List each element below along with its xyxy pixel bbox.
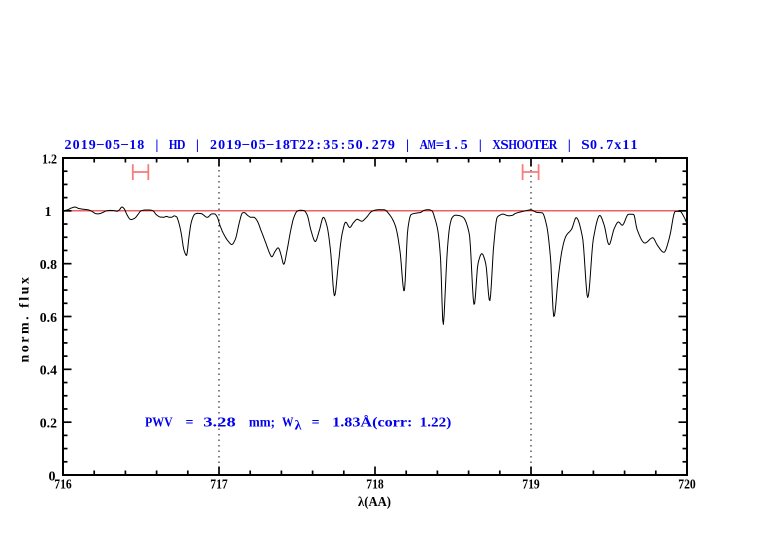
svg-text:0.4: 0.4 [40, 364, 57, 379]
svg-text:=: = [436, 138, 445, 153]
svg-text::: : [341, 138, 346, 153]
svg-text:=: = [312, 416, 320, 431]
svg-text:1: 1 [622, 138, 629, 153]
svg-text:1: 1 [226, 138, 233, 153]
svg-text:X: X [492, 138, 501, 153]
svg-text:|: | [196, 138, 199, 153]
svg-text:1: 1 [81, 138, 88, 153]
svg-text:0: 0 [356, 138, 363, 153]
svg-text:−: − [266, 138, 275, 153]
svg-text:0.6: 0.6 [40, 311, 57, 326]
svg-text:norm. flux: norm. flux [17, 277, 32, 362]
svg-text:|: | [155, 138, 158, 153]
svg-text:O: O [516, 138, 525, 153]
svg-text:=: = [186, 416, 194, 431]
svg-text:718: 718 [366, 478, 384, 493]
svg-text:M: M [428, 138, 437, 153]
svg-text:1.22): 1.22) [420, 416, 452, 431]
svg-text:1.2: 1.2 [42, 152, 57, 167]
svg-text:719: 719 [522, 478, 540, 493]
svg-text:8: 8 [283, 138, 290, 153]
svg-text:2: 2 [210, 138, 217, 153]
svg-text:0.8: 0.8 [40, 258, 57, 273]
svg-text:1: 1 [445, 138, 452, 153]
svg-text:D: D [177, 138, 186, 153]
svg-text:O: O [525, 138, 534, 153]
svg-text:5: 5 [113, 138, 120, 153]
svg-text:0: 0 [250, 138, 257, 153]
svg-text:717: 717 [210, 478, 228, 493]
svg-text:2: 2 [65, 138, 72, 153]
svg-text:0.2: 0.2 [40, 417, 57, 432]
svg-text:−: − [242, 138, 251, 153]
svg-text:7: 7 [380, 138, 387, 153]
svg-text:−: − [120, 138, 129, 153]
svg-text:W: W [282, 416, 294, 431]
svg-text:T: T [290, 138, 299, 153]
svg-text:0: 0 [105, 138, 112, 153]
svg-text:.: . [365, 138, 369, 153]
svg-text:E: E [541, 138, 550, 153]
svg-text:2: 2 [299, 138, 306, 153]
svg-text:3.28: 3.28 [203, 416, 235, 431]
svg-text:9: 9 [388, 138, 395, 153]
svg-text:720: 720 [678, 478, 696, 493]
svg-text:PWV: PWV [145, 416, 173, 431]
svg-text:716: 716 [54, 478, 72, 493]
svg-text:0: 0 [590, 138, 597, 153]
svg-text:1.83Å(corr:: 1.83Å(corr: [332, 415, 412, 431]
svg-text:7: 7 [606, 138, 613, 153]
svg-text:|: | [479, 138, 482, 153]
svg-text:8: 8 [137, 138, 144, 153]
svg-text:R: R [549, 138, 558, 153]
svg-text:0: 0 [218, 138, 225, 153]
svg-text:−: − [96, 138, 105, 153]
svg-text:2: 2 [307, 138, 314, 153]
svg-text:1: 1 [630, 138, 637, 153]
svg-text:A: A [419, 138, 428, 153]
svg-text:0: 0 [49, 469, 56, 484]
svg-text:S: S [581, 138, 590, 153]
svg-text:λ: λ [295, 419, 302, 434]
svg-text:9: 9 [89, 138, 96, 153]
svg-text:1: 1 [129, 138, 136, 153]
svg-text:1: 1 [275, 138, 282, 153]
svg-text:5: 5 [331, 138, 338, 153]
svg-text:9: 9 [234, 138, 241, 153]
svg-text:|: | [568, 138, 571, 153]
svg-text:.: . [600, 138, 604, 153]
svg-text:5: 5 [259, 138, 266, 153]
svg-text:5: 5 [461, 138, 468, 153]
svg-text:λ(AA): λ(AA) [358, 495, 391, 510]
svg-text:3: 3 [323, 138, 330, 153]
svg-text:|: | [406, 138, 409, 153]
svg-text:S: S [500, 138, 509, 153]
svg-text:1: 1 [45, 205, 52, 220]
svg-text:T: T [533, 138, 542, 153]
svg-text:5: 5 [348, 138, 355, 153]
svg-text:H: H [169, 138, 178, 153]
svg-text:.: . [454, 138, 458, 153]
svg-text:mm;: mm; [249, 416, 275, 431]
svg-text:x: x [614, 138, 621, 153]
svg-text:0: 0 [73, 138, 80, 153]
svg-text:H: H [508, 138, 517, 153]
svg-text:2: 2 [372, 138, 379, 153]
svg-text::: : [316, 138, 321, 153]
